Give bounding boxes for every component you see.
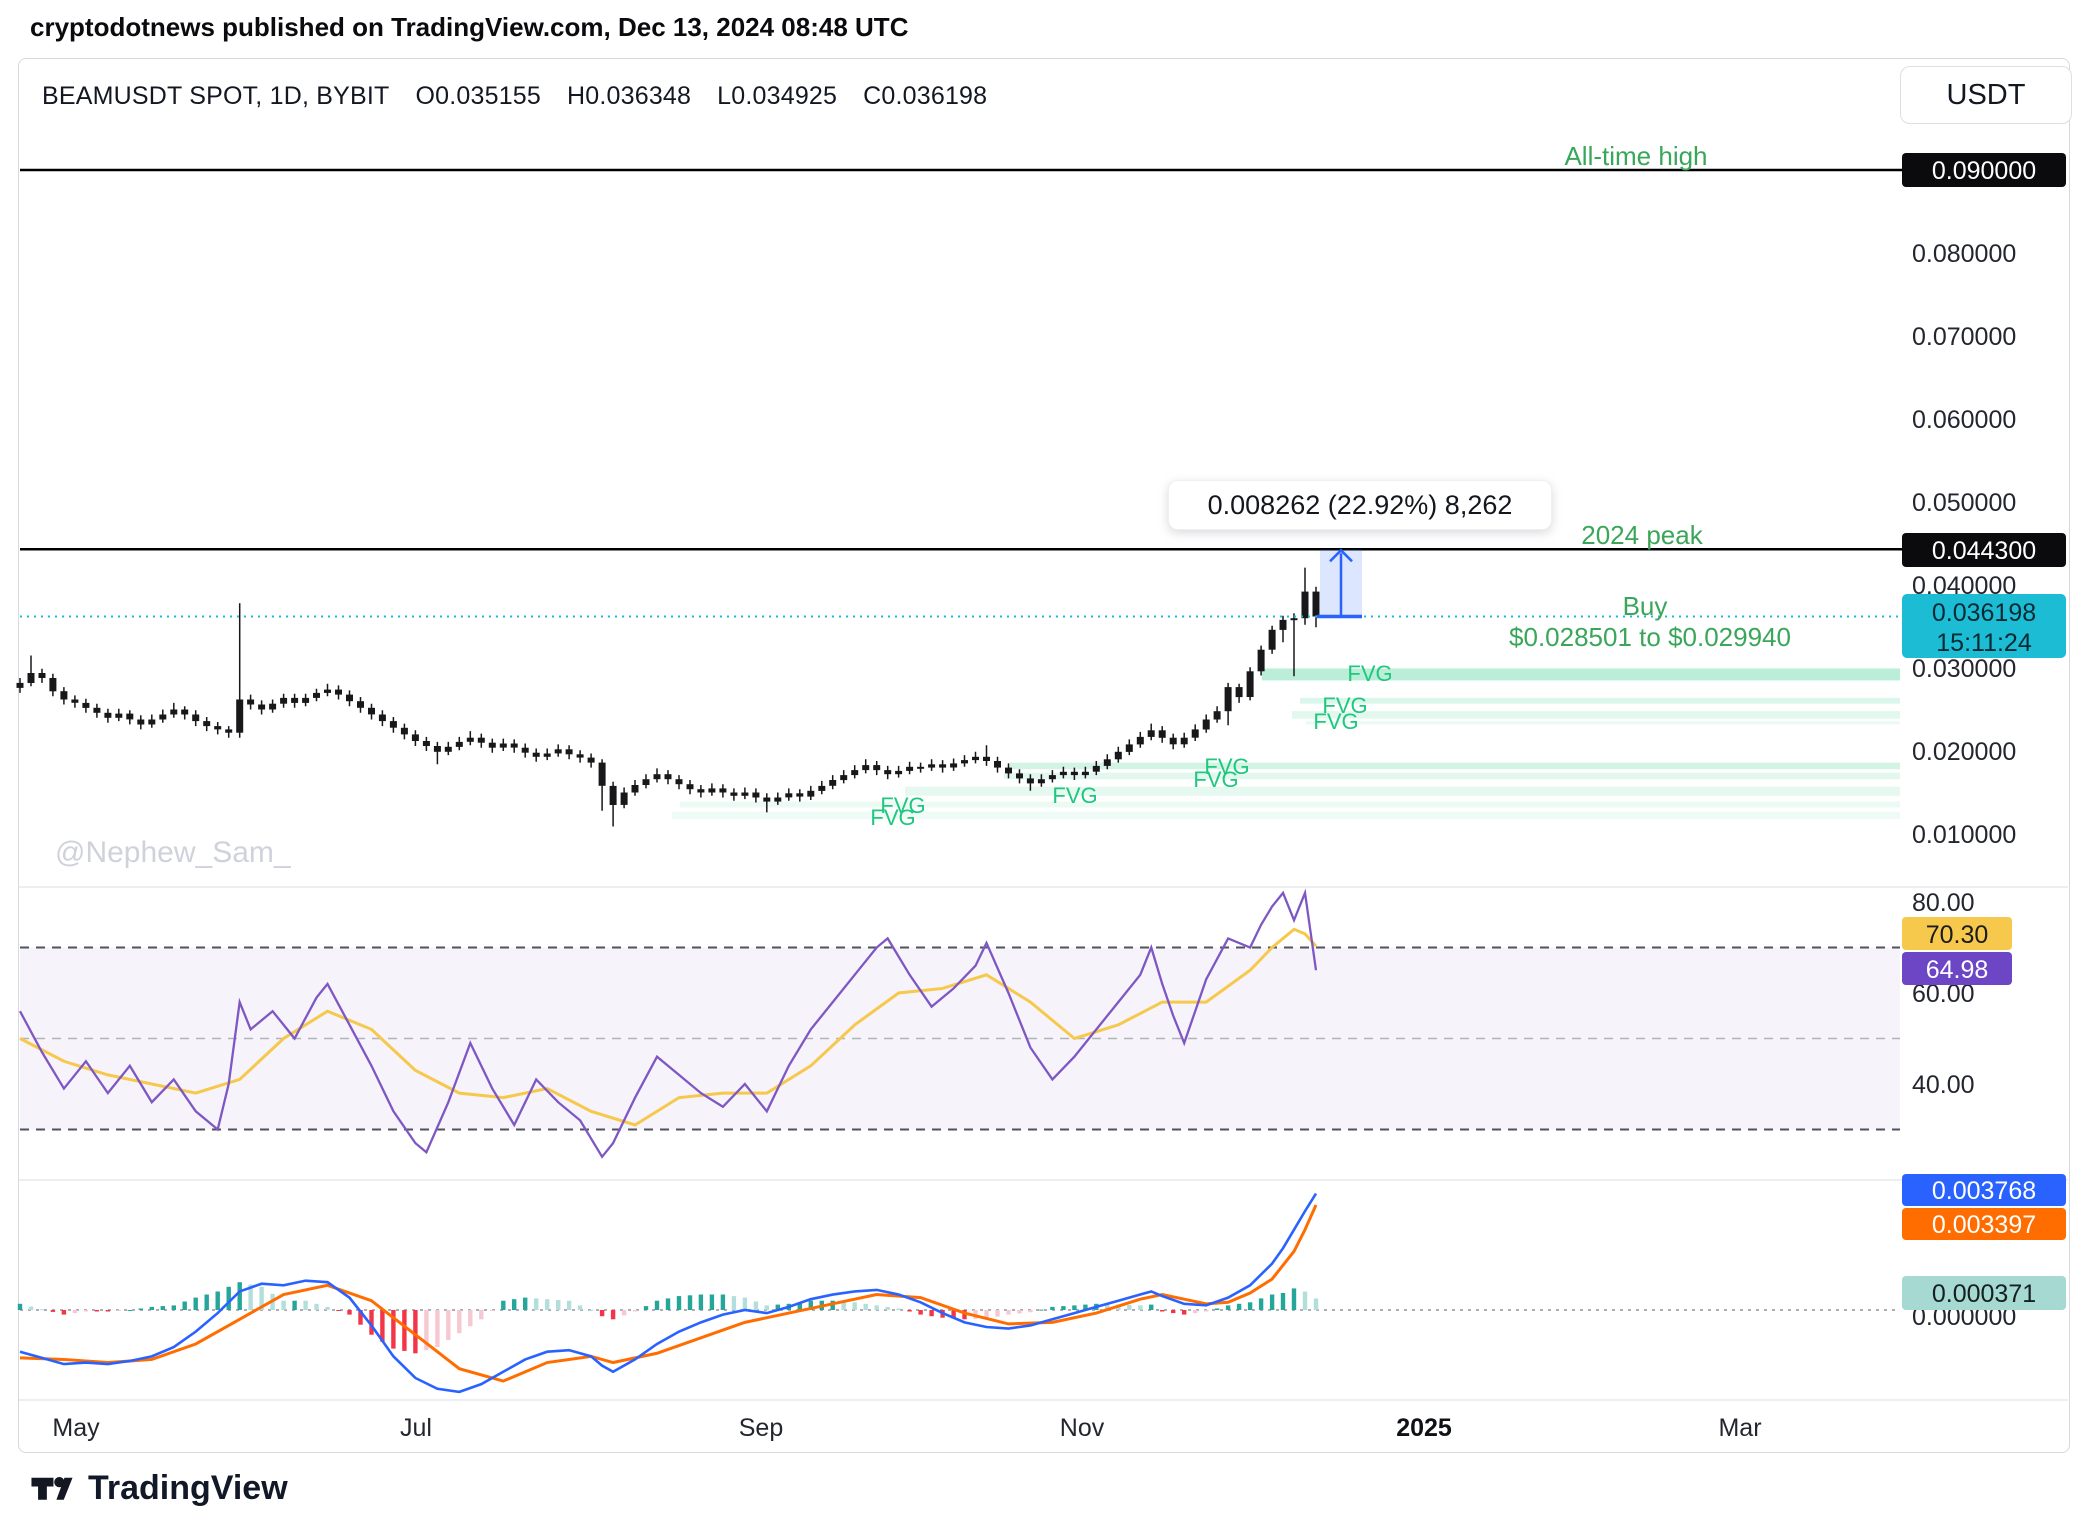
ohlc-close: C0.036198 bbox=[863, 82, 988, 110]
price-badges: 0.090000 0.044300 0.036198 15:11:24 bbox=[1902, 153, 2066, 658]
symbol-legend[interactable]: BEAMUSDT SPOT, 1D, BYBIT O0.035155 H0.0363… bbox=[42, 82, 1013, 111]
last-price-badge-text: 0.036198 bbox=[1932, 599, 2036, 627]
time-scale[interactable]: May Jul Sep Nov 2025 Mar bbox=[52, 1414, 1761, 1442]
time-tick-mar: Mar bbox=[1718, 1414, 1761, 1442]
macd-signal-line bbox=[19, 1204, 1318, 1383]
symbol-name: BEAMUSDT SPOT, 1D, BYBIT bbox=[42, 82, 390, 110]
rsi-band bbox=[20, 947, 1900, 1130]
price-tick: 0.080000 bbox=[1912, 240, 2016, 268]
fvg-label: FVG bbox=[1052, 783, 1097, 808]
tradingview-logo[interactable]: TradingView bbox=[30, 1468, 288, 1508]
rsi-value-badge-text: 64.98 bbox=[1926, 956, 1989, 984]
fvg-label: FVG bbox=[1313, 709, 1358, 734]
plot-layers bbox=[16, 168, 2068, 1401]
rsi-tick: 80.00 bbox=[1912, 889, 1975, 917]
projection-arrow[interactable] bbox=[1317, 548, 1362, 619]
macd-signal-badge bbox=[1902, 1208, 2066, 1240]
rsi-ma-line bbox=[19, 927, 1318, 1127]
price-tick: 0.020000 bbox=[1912, 738, 2016, 766]
tradingview-logo-text: TradingView bbox=[88, 1468, 288, 1507]
buy-label[interactable]: Buy bbox=[1623, 591, 1668, 621]
price-tick: 0.010000 bbox=[1912, 821, 2016, 849]
fvg-label: FVG bbox=[1347, 661, 1392, 686]
price-tick: 0.060000 bbox=[1912, 406, 2016, 434]
buy-range-label[interactable]: $0.028501 to $0.029940 bbox=[1509, 622, 1791, 652]
ohlc-high: H0.036348 bbox=[567, 82, 692, 110]
fvg-label: FVG bbox=[1204, 754, 1249, 779]
tradingview-logo-icon bbox=[31, 1477, 73, 1500]
rsi-value-badge bbox=[1902, 952, 2012, 985]
fvg-label: FVG bbox=[870, 805, 915, 830]
price-tick: 0.030000 bbox=[1912, 655, 2016, 683]
ohlc-low: L0.034925 bbox=[717, 82, 838, 110]
time-tick-jul: Jul bbox=[400, 1414, 432, 1442]
projection-tooltip-text: 0.008262 (22.92%) 8,262 bbox=[1207, 489, 1513, 520]
currency-toggle-button[interactable]: USDT bbox=[1900, 66, 2072, 124]
ohlc-open: O0.035155 bbox=[415, 82, 542, 110]
fvg-label: FVG bbox=[1322, 693, 1367, 718]
candlestick-series bbox=[16, 567, 1320, 827]
ath-price-badge-text: 0.090000 bbox=[1932, 157, 2036, 185]
fvg-zones bbox=[672, 668, 1900, 820]
macd-line bbox=[19, 1192, 1318, 1394]
fvg-label: FVG bbox=[880, 793, 925, 818]
macd-signal-badge-text: 0.003397 bbox=[1932, 1211, 2036, 1239]
price-tick: 0.070000 bbox=[1912, 323, 2016, 351]
author-watermark: @Nephew_Sam_ bbox=[55, 836, 292, 869]
chart-card bbox=[18, 58, 2070, 1453]
peak-price-badge bbox=[1902, 533, 2066, 567]
macd-hist-badge bbox=[1902, 1276, 2066, 1310]
rsi-ma-badge bbox=[1902, 917, 2012, 950]
macd-hist-badge-text: 0.000371 bbox=[1932, 1280, 2036, 1308]
rsi-ma-badge-text: 70.30 bbox=[1926, 921, 1989, 949]
fvg-labels: FVG FVG FVG FVG FVG FVG FVG FVG bbox=[870, 661, 1392, 830]
fvg-label: FVG bbox=[1193, 767, 1238, 792]
page-title: cryptodotnews published on TradingView.c… bbox=[30, 12, 909, 42]
time-tick-sep: Sep bbox=[739, 1414, 783, 1442]
bar-countdown: 15:11:24 bbox=[1936, 629, 2032, 657]
price-scale[interactable]: 0.080000 0.070000 0.060000 0.050000 0.04… bbox=[1912, 240, 2016, 849]
rsi-scale[interactable]: 80.00 60.00 40.00 70.30 64.98 bbox=[1902, 889, 2012, 1099]
peak-2024-label[interactable]: 2024 peak bbox=[1581, 520, 1703, 550]
time-tick-nov: Nov bbox=[1060, 1414, 1105, 1442]
time-tick-2025: 2025 bbox=[1396, 1414, 1452, 1442]
macd-line-badge bbox=[1902, 1174, 2066, 1206]
price-tick: 0.050000 bbox=[1912, 489, 2016, 517]
macd-scale[interactable]: 0.000000 0.003768 0.003397 0.000371 bbox=[1902, 1174, 2066, 1331]
projection-tooltip[interactable]: 0.008262 (22.92%) 8,262 bbox=[1168, 480, 1552, 530]
last-price-badge bbox=[1902, 594, 2066, 658]
all-time-high-label[interactable]: All-time high bbox=[1564, 141, 1707, 171]
rsi-line bbox=[18, 888, 1318, 1159]
macd-line-badge-text: 0.003768 bbox=[1932, 1177, 2036, 1205]
time-tick-may: May bbox=[52, 1414, 100, 1442]
ath-price-badge bbox=[1902, 153, 2066, 187]
rsi-tick: 40.00 bbox=[1912, 1071, 1975, 1099]
peak-price-badge-text: 0.044300 bbox=[1932, 537, 2036, 565]
